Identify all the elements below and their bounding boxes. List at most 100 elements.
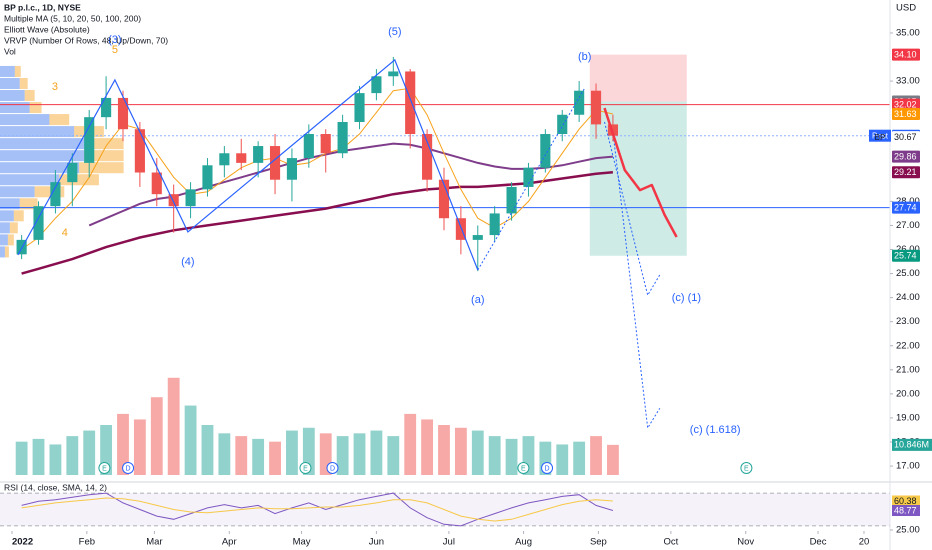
indicator-label: VRVP (Number Of Rows, 48, Up/Down, 70) bbox=[4, 35, 168, 45]
volume-bar bbox=[421, 419, 434, 475]
candle-body bbox=[84, 117, 95, 163]
event-label: E bbox=[102, 465, 107, 472]
volume-bar bbox=[218, 433, 231, 475]
target-zone bbox=[589, 101, 687, 256]
volume-bar bbox=[167, 377, 180, 475]
y-tick-label: 27.00 bbox=[896, 220, 920, 231]
profile-up bbox=[0, 198, 20, 210]
price-tag-label: 29.86 bbox=[894, 152, 917, 162]
price-tag bbox=[892, 150, 920, 163]
x-tick-label: Jun bbox=[369, 537, 384, 548]
volume-bar bbox=[15, 441, 28, 475]
rsi-tag-label: 48.77 bbox=[894, 505, 917, 515]
candle-body bbox=[185, 189, 196, 207]
y-tick-label: 20.00 bbox=[896, 388, 920, 399]
event-label: E bbox=[303, 465, 308, 472]
candle-body bbox=[117, 97, 129, 130]
volume-bar bbox=[471, 430, 484, 475]
volume-bar bbox=[336, 436, 349, 475]
price-tag bbox=[892, 108, 920, 121]
volume-bar bbox=[556, 444, 569, 475]
volume-bar bbox=[83, 430, 96, 475]
volume-bar bbox=[319, 433, 332, 475]
candle-body bbox=[354, 93, 365, 122]
candle-body bbox=[168, 194, 179, 207]
x-tick-label: Apr bbox=[222, 537, 237, 548]
event-label: E bbox=[521, 465, 526, 472]
volume-bar bbox=[539, 441, 552, 475]
profile-up bbox=[0, 90, 25, 102]
wave-line bbox=[17, 58, 479, 271]
x-tick-label: Oct bbox=[663, 537, 678, 548]
candle-body bbox=[388, 71, 399, 77]
event-marker bbox=[740, 462, 753, 474]
x-tick-label: Jul bbox=[443, 537, 455, 548]
price-tag-label: 25.74 bbox=[894, 251, 917, 261]
candle-body bbox=[269, 146, 281, 180]
y-tick-label: 33.00 bbox=[896, 76, 920, 87]
profile-up bbox=[0, 222, 10, 234]
candle-body bbox=[371, 76, 382, 94]
indicator-label: Elliott Wave (Absolute) bbox=[4, 24, 90, 34]
candle-body bbox=[438, 179, 450, 219]
candle-body bbox=[489, 213, 500, 236]
profile-down bbox=[29, 102, 42, 114]
y-tick-label: 19.00 bbox=[896, 412, 920, 423]
wave-label: (a) bbox=[471, 294, 484, 306]
price-tag-label: 34.10 bbox=[894, 49, 917, 59]
rsi-line bbox=[21, 497, 613, 522]
event-marker bbox=[541, 462, 554, 474]
volume-bar bbox=[353, 433, 366, 475]
candle-body bbox=[151, 172, 162, 195]
profile-down bbox=[14, 65, 21, 77]
candle-body bbox=[101, 97, 112, 118]
y-tick-label: 23.00 bbox=[896, 316, 920, 327]
event-marker bbox=[98, 462, 111, 474]
y-tick-label: 17.00 bbox=[896, 461, 920, 472]
chart-title: BP p.l.c., 1D, NYSE bbox=[4, 2, 81, 12]
x-tick-label: Mar bbox=[146, 537, 162, 548]
price-tag bbox=[892, 48, 920, 61]
profile-down bbox=[89, 138, 124, 150]
volume-bar bbox=[49, 444, 62, 475]
volume-bar bbox=[370, 430, 383, 475]
price-tag-prefix: Post bbox=[872, 131, 889, 140]
volume-bar bbox=[488, 436, 501, 475]
event-label: D bbox=[126, 465, 131, 472]
profile-down bbox=[4, 246, 9, 258]
profile-up bbox=[0, 174, 60, 186]
wave-label: 3 bbox=[52, 81, 58, 93]
indicator-label: Vol bbox=[4, 46, 16, 56]
wave-label: 5 bbox=[112, 44, 118, 56]
price-tag-label: 32.02 bbox=[894, 100, 917, 110]
rsi-tag bbox=[892, 505, 920, 517]
volume-bar bbox=[438, 425, 450, 475]
profile-down bbox=[84, 150, 124, 162]
price-tag bbox=[892, 201, 920, 214]
candle-body bbox=[472, 235, 483, 240]
candle-body bbox=[202, 165, 213, 190]
y-tick-label: 25.00 bbox=[896, 268, 920, 279]
candle-body bbox=[50, 182, 61, 207]
candle-body bbox=[557, 114, 568, 135]
profile-down bbox=[49, 114, 70, 126]
price-tag-label: 31.63 bbox=[894, 109, 917, 119]
profile-up bbox=[0, 138, 89, 150]
profile-up bbox=[0, 77, 20, 90]
profile-up bbox=[0, 234, 8, 246]
candle-body bbox=[337, 121, 348, 154]
candle-body bbox=[303, 134, 314, 159]
volume-bar bbox=[150, 397, 163, 475]
profile-up bbox=[0, 150, 85, 162]
rsi-title: RSI (14, close, SMA, 14, 2) bbox=[4, 482, 107, 492]
price-tag-prefix: BP bbox=[875, 133, 886, 142]
price-tag bbox=[892, 98, 920, 111]
profile-down bbox=[13, 210, 24, 222]
volume-bar bbox=[286, 430, 298, 475]
x-tick-label: May bbox=[293, 537, 311, 548]
rsi-y-tick-label: 25.00 bbox=[896, 525, 920, 536]
wave-label: (3) bbox=[108, 34, 121, 46]
y-tick-label: 21.00 bbox=[896, 364, 920, 375]
candle-body bbox=[422, 134, 433, 180]
